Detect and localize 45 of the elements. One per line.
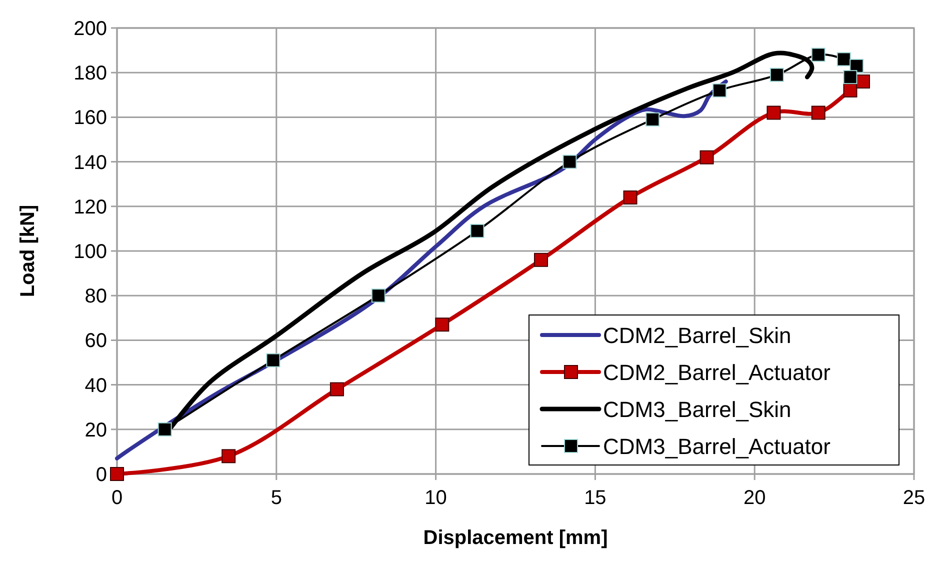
legend-label: CDM3_Barrel_Skin (603, 397, 792, 422)
point (562, 154, 577, 169)
point (843, 70, 858, 84)
point (371, 288, 386, 303)
y-tick-label: 60 (84, 330, 107, 352)
point (158, 422, 172, 436)
point (623, 190, 638, 204)
point (766, 106, 781, 120)
point (110, 467, 124, 481)
y-tick-label: 120 (74, 196, 107, 218)
x-axis-title: Displacement [mm] (423, 527, 608, 549)
point (222, 449, 236, 464)
x-tick-label: 5 (270, 487, 282, 509)
y-tick-label: 160 (74, 107, 107, 130)
x-tick-label: 0 (111, 487, 123, 509)
x-tick-label: 20 (743, 487, 766, 509)
point (700, 150, 714, 164)
point (843, 83, 858, 98)
point (811, 106, 826, 120)
x-tick-label: 10 (424, 487, 447, 509)
point (330, 382, 344, 396)
y-tick-label: 40 (84, 374, 107, 397)
y-tick-label: 200 (74, 18, 107, 40)
legend-label: CDM2_Barrel_Actuator (603, 360, 830, 385)
point (770, 68, 784, 82)
x-tick-label: 15 (584, 487, 606, 509)
point (836, 52, 851, 66)
point (534, 252, 548, 267)
point (856, 74, 870, 89)
point (646, 112, 660, 126)
y-tick-label: 180 (74, 62, 107, 85)
point (811, 48, 826, 62)
y-axis-title: Load [kN] (17, 204, 39, 298)
legend-label: CDM2_Barrel_Skin (603, 323, 792, 348)
y-tick-label: 100 (74, 241, 107, 263)
legend-label: CDM3_Barrel_Actuator (603, 434, 830, 459)
point (712, 83, 727, 98)
y-tick-label: 0 (96, 464, 107, 486)
point (470, 224, 484, 238)
y-tick-label: 80 (84, 286, 107, 308)
point (266, 353, 280, 368)
y-tick-label: 140 (74, 152, 107, 174)
point (435, 318, 450, 332)
y-tick-label: 20 (84, 419, 107, 442)
x-tick-label: 25 (902, 487, 926, 509)
